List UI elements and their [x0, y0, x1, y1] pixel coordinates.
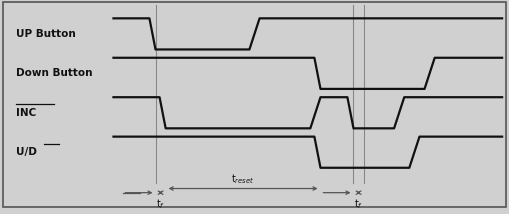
Text: t$_f$: t$_f$: [354, 197, 363, 211]
Text: t$_f$: t$_f$: [156, 197, 165, 211]
Text: U/D: U/D: [16, 147, 37, 157]
Text: UP Button: UP Button: [16, 29, 76, 39]
Text: t$_{reset}$: t$_{reset}$: [231, 172, 255, 186]
Text: Down Button: Down Button: [16, 68, 93, 78]
Text: INC: INC: [16, 108, 36, 118]
